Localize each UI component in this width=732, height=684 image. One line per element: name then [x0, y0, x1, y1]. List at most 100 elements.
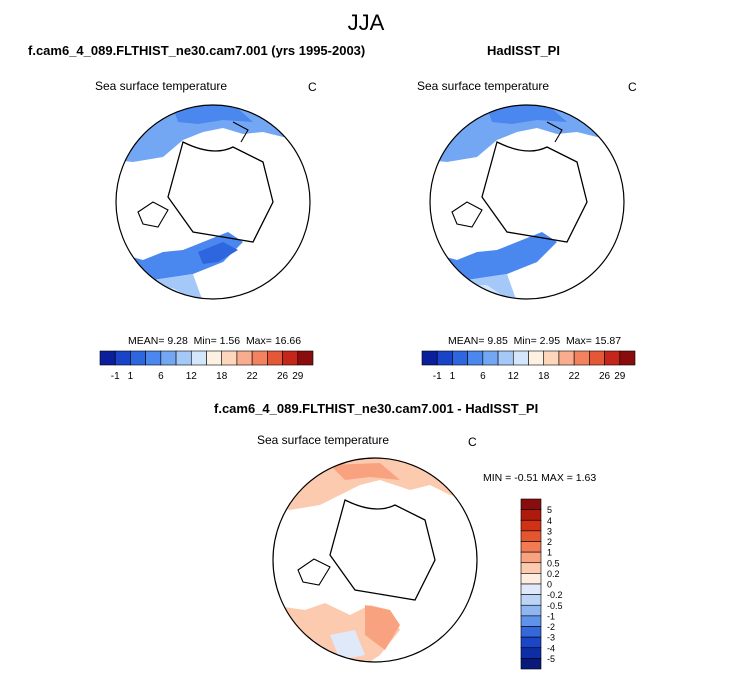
colorbar-tick-label: 1	[450, 371, 456, 382]
colorbar-tick-label: -2	[547, 622, 555, 632]
colorbar-box	[520, 551, 542, 564]
colorbar-box	[160, 350, 177, 366]
colorbar-tick-label: -1	[433, 371, 442, 382]
colorbar-box	[190, 350, 207, 366]
colorbar-box	[497, 350, 514, 366]
panel-3-subtitle: Sea surface temperature	[257, 433, 390, 447]
colorbar-box	[520, 519, 542, 532]
colorbar-tick-label: 12	[186, 371, 198, 382]
colorbar-box	[520, 498, 542, 510]
colorbar-box	[619, 350, 636, 366]
colorbar-tick-label: 29	[292, 371, 304, 382]
mean-label: MEAN=	[128, 335, 165, 347]
ocean-atlantic-cool	[430, 232, 557, 280]
colorbar-tick-label: -0.2	[547, 590, 563, 600]
colorbar-box	[558, 350, 575, 366]
colorbar-box	[520, 541, 542, 553]
colorbar-tick-label: 6	[480, 371, 486, 382]
colorbar-tick-label: -5	[547, 654, 555, 664]
colorbar-tick-label: 12	[508, 371, 520, 382]
colorbar-box	[114, 350, 131, 366]
colorbar-box	[520, 604, 542, 617]
colorbar-box	[573, 350, 590, 366]
colorbar-tick-label: 3	[547, 526, 552, 536]
diff-pacific-warmer	[330, 463, 400, 480]
colorbar-tick-label: 1	[128, 371, 134, 382]
figure-title: JJA	[347, 10, 385, 35]
max-label: Max=	[565, 335, 592, 347]
colorbar-tick-label: 0	[547, 580, 552, 590]
colorbar-tick-label: 2	[547, 537, 552, 547]
colorbar-box	[282, 350, 299, 366]
panel-3-title: f.cam6_4_089.FLTHIST_ne30.cam7.001 - Had…	[214, 401, 539, 416]
mean-value: 9.85	[487, 335, 508, 347]
colorbar-tick-label: 29	[614, 371, 626, 382]
colorbar-tick-label: 18	[538, 371, 550, 382]
colorbar-box	[520, 562, 542, 574]
colorbar-tick-label: -1	[111, 371, 120, 382]
colorbar-tick-label: -3	[547, 633, 555, 643]
colorbar-panel-2: -1 1 6 12 18 22 26 29	[421, 350, 636, 382]
coastline	[137, 201, 169, 228]
colorbar-box	[520, 658, 542, 670]
coastline	[546, 121, 563, 143]
colorbar-box	[604, 350, 621, 366]
colorbar-box	[99, 350, 116, 366]
mean-value: 9.28	[167, 335, 188, 347]
colorbar-tick-label: 5	[547, 505, 552, 515]
colorbar-box	[520, 573, 542, 585]
panel-1-units: C	[308, 80, 317, 94]
colorbar-box	[175, 350, 192, 366]
colorbar-tick-label: 22	[247, 371, 259, 382]
panel-2-units: C	[628, 80, 637, 94]
colorbar-tick-label: 4	[547, 516, 552, 526]
colorbar-box	[520, 530, 542, 542]
colorbar-box	[236, 350, 253, 366]
colorbar-box	[520, 615, 542, 627]
colorbar-box	[528, 350, 545, 366]
coastline	[451, 201, 483, 228]
max-label: Max=	[245, 335, 272, 347]
ocean-pacific-cold	[173, 105, 253, 124]
panel-2-subtitle: Sea surface temperature	[417, 79, 550, 93]
colorbar-box	[145, 350, 162, 366]
colorbar-tick-label: 0.5	[547, 558, 560, 568]
map-border	[272, 457, 478, 663]
mean-label: MEAN=	[448, 335, 485, 347]
ocean-atlantic-cool	[116, 232, 243, 280]
colorbar-tick-label: 1	[547, 548, 552, 558]
colorbar-box	[251, 350, 268, 366]
colorbar-box	[267, 350, 283, 366]
colorbar-box	[589, 350, 605, 366]
colorbar-box	[520, 636, 542, 649]
colorbar-box	[482, 350, 499, 366]
panel-2-title: HadISST_PI	[487, 43, 560, 58]
colorbar-box	[520, 594, 542, 606]
coastline	[232, 121, 249, 143]
panel-2-stats: MEAN= 9.85 Min= 2.95 Max= 15.87	[448, 335, 621, 347]
ocean-pacific-cold	[487, 105, 567, 124]
colorbar-box	[452, 350, 468, 366]
coastline	[481, 141, 588, 243]
colorbar-box	[206, 350, 223, 366]
map-panel-3	[272, 457, 478, 663]
colorbar-box	[543, 350, 560, 366]
panel-1-title: f.cam6_4_089.FLTHIST_ne30.cam7.001 (yrs …	[28, 43, 366, 58]
colorbar-box	[421, 350, 438, 366]
colorbar-panel-1: -1 1 6 12 18 22 26 29	[99, 350, 314, 382]
map-panel-2	[429, 104, 625, 300]
min-label: Min=	[513, 335, 537, 347]
colorbar-box	[520, 583, 542, 595]
colorbar-box	[520, 647, 542, 659]
colorbar-box	[221, 350, 238, 366]
map-panel-1	[115, 104, 311, 300]
colorbar-tick-label: 22	[569, 371, 581, 382]
colorbar-tick-label: 26	[599, 371, 611, 382]
colorbar-tick-label: 0.2	[547, 569, 560, 579]
map-border	[429, 104, 625, 300]
min-value: 2.95	[539, 335, 561, 347]
max-value: 16.66	[274, 335, 302, 347]
colorbar-tick-label: -1	[547, 611, 555, 621]
colorbar-tick-label: -0.5	[547, 601, 563, 611]
